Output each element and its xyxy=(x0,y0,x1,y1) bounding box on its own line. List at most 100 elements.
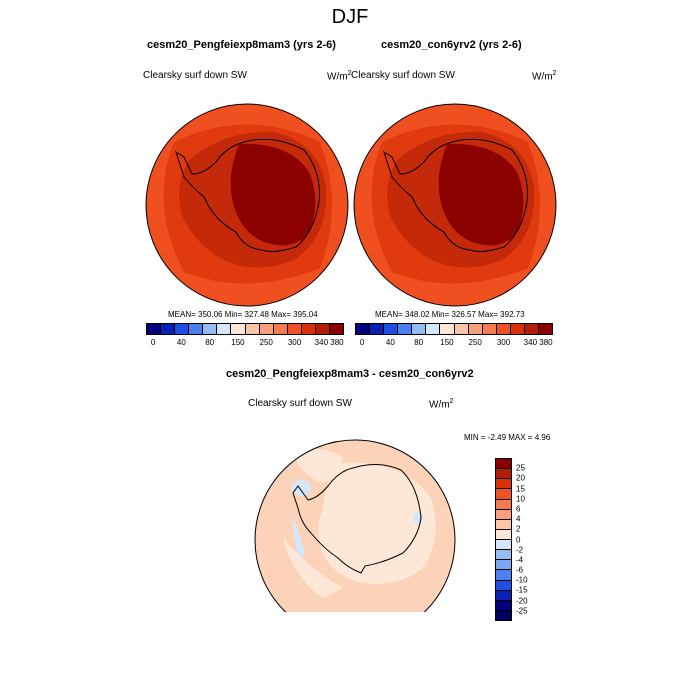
stats-left: MEAN= 350.06 Min= 327.48 Max= 395.04 xyxy=(168,310,318,319)
colorbar-box xyxy=(147,324,162,334)
colorbar-tick-label: 380 xyxy=(539,338,553,347)
colorbar-box xyxy=(217,324,232,334)
colorbar-box xyxy=(231,324,246,334)
colorbar-box xyxy=(482,324,497,334)
colorbar-box xyxy=(273,324,288,334)
colorbar-box xyxy=(454,324,469,334)
colorbar-ticks-left: 0 40 80 150 250 300 340 380 xyxy=(146,338,344,350)
colorbar-box xyxy=(175,324,190,334)
colorbar-box xyxy=(496,550,511,561)
colorbar-box xyxy=(496,489,511,500)
colorbar-box xyxy=(496,519,511,530)
variable-label-left: Clearsky surf down SW xyxy=(143,70,247,81)
colorbar-box xyxy=(496,560,511,571)
colorbar-box xyxy=(496,540,511,551)
colorbar-tick-label: 0 xyxy=(359,338,365,347)
colorbar-box xyxy=(259,324,274,334)
colorbar-box xyxy=(539,324,553,334)
colorbar-tick-label: 250 xyxy=(468,338,482,347)
panel-title-left: cesm20_Pengfeiexp8mam3 (yrs 2-6) xyxy=(147,39,336,51)
colorbar-tick-label: 2 xyxy=(516,524,521,534)
colorbar-tick-label: 300 xyxy=(496,338,511,347)
colorbar-box xyxy=(468,324,483,334)
colorbar-ticks-right: 0 40 80 150 250 300 340 380 xyxy=(355,338,553,350)
colorbar-tick-label: -2 xyxy=(516,545,524,555)
colorbar-box xyxy=(330,324,344,334)
colorbar-box xyxy=(496,580,511,591)
diff-negative-region-2 xyxy=(293,518,305,558)
colorbar-box xyxy=(426,324,441,334)
colorbar-tick-label: 20 xyxy=(516,473,525,483)
colorbar-tick-label: 0 xyxy=(516,535,521,544)
main-title: DJF xyxy=(331,6,369,28)
plateau-region xyxy=(438,143,524,246)
colorbar-box xyxy=(496,570,511,581)
colorbar-box xyxy=(315,324,331,334)
colorbar-tick-label: 4 xyxy=(516,514,521,524)
colorbar-box xyxy=(245,324,260,334)
colorbar-tick-label: 250 xyxy=(259,338,273,347)
plateau-region xyxy=(230,143,316,246)
antarctica-coastline xyxy=(292,464,422,574)
diff-light-region-3 xyxy=(283,538,343,598)
colorbar-tick-label: 150 xyxy=(231,338,245,347)
colorbar-left xyxy=(146,323,344,335)
colorbar-tick-label: 40 xyxy=(385,338,395,347)
colorbar-box xyxy=(524,324,540,334)
stats-right: MEAN= 348.02 Min= 326.57 Max= 392.73 xyxy=(375,310,525,319)
colorbar-box xyxy=(496,509,511,520)
colorbar-tick-label: -10 xyxy=(516,575,528,585)
colorbar-tick-label: -25 xyxy=(516,606,528,616)
colorbar-tick-label: 80 xyxy=(414,338,424,347)
diff-light-region xyxy=(318,462,436,584)
diff-light-region-2 xyxy=(293,449,343,483)
colorbar-tick-label: 40 xyxy=(176,338,186,347)
colorbar-tick-label: 80 xyxy=(205,338,215,347)
colorbar-right xyxy=(355,323,553,335)
colorbar-box xyxy=(496,600,511,611)
units-label-left: W/m2 xyxy=(327,70,352,83)
colorbar-tick-label: 0 xyxy=(150,338,156,347)
colorbar-box xyxy=(496,459,511,470)
variable-label-right: Clearsky surf down SW xyxy=(351,70,455,81)
colorbar-box xyxy=(412,324,427,334)
diff-variable-label: Clearsky surf down SW xyxy=(248,398,352,409)
colorbar-box xyxy=(510,324,525,334)
antarctica-coastline xyxy=(383,138,528,252)
colorbar-diff-ticks: 25 20 15 10 6 4 2 0 -2 -4 -6 -10 -15 -20 -25 xyxy=(516,458,556,621)
colorbar-diff xyxy=(495,458,512,621)
diff-title: cesm20_Pengfeiexp8mam3 - cesm20_con6yrv2 xyxy=(226,368,474,380)
colorbar-box xyxy=(203,324,218,334)
units-label-right: W/m2 xyxy=(532,70,557,83)
colorbar-box xyxy=(496,324,511,334)
polar-map-diff xyxy=(254,439,456,612)
antarctica-coastline xyxy=(175,138,320,252)
colorbar-box xyxy=(496,610,511,620)
diff-negative-region-1 xyxy=(291,480,311,496)
colorbar-tick-label: -20 xyxy=(516,596,528,606)
colorbar-box xyxy=(370,324,385,334)
colorbar-box xyxy=(189,324,204,334)
diff-stats: MIN = -2.49 MAX = 4.96 xyxy=(464,433,551,442)
colorbar-tick-label: 380 xyxy=(330,338,344,347)
colorbar-box xyxy=(356,324,371,334)
colorbar-box xyxy=(398,324,413,334)
colorbar-box xyxy=(496,590,511,601)
colorbar-tick-label: 300 xyxy=(287,338,302,347)
colorbar-box xyxy=(301,324,316,334)
colorbar-tick-label: 340 xyxy=(314,338,329,347)
diff-units-label: W/m2 xyxy=(429,398,454,411)
colorbar-tick-label: 10 xyxy=(516,494,525,504)
colorbar-tick-label: 6 xyxy=(516,504,521,514)
colorbar-box xyxy=(496,529,511,540)
panel-title-right: cesm20_con6yrv2 (yrs 2-6) xyxy=(381,39,522,51)
colorbar-tick-label: 340 xyxy=(523,338,538,347)
colorbar-tick-label: 150 xyxy=(440,338,454,347)
polar-map-left xyxy=(145,103,349,307)
colorbar-box xyxy=(496,479,511,490)
colorbar-box xyxy=(440,324,455,334)
colorbar-tick-label: -4 xyxy=(516,555,524,565)
colorbar-box xyxy=(287,324,302,334)
colorbar-tick-label: 15 xyxy=(516,484,525,494)
colorbar-box xyxy=(161,324,176,334)
